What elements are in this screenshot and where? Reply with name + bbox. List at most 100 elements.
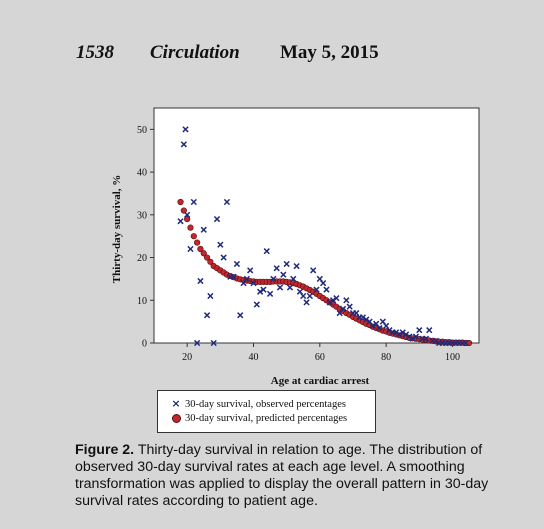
page-number: 1538	[76, 42, 114, 63]
predicted-point	[190, 233, 197, 240]
observed-point	[190, 198, 197, 206]
observed-point	[376, 324, 383, 332]
predicted-point	[203, 254, 211, 261]
observed-point	[402, 331, 410, 338]
journal-name: Circulation	[150, 42, 240, 63]
y-tick-label: 10	[137, 296, 147, 307]
observed-point	[300, 292, 307, 300]
observed-point	[213, 215, 221, 223]
observed-point	[200, 226, 207, 233]
observed-point	[256, 288, 264, 295]
observed-point	[250, 280, 257, 287]
legend: × 30-day survival, observed percentages 3…	[157, 390, 376, 433]
observed-point	[313, 286, 320, 293]
observed-point	[210, 339, 217, 347]
observed-point	[306, 292, 313, 300]
observed-point	[237, 312, 244, 319]
x-axis-label: Age at cardiac arrest	[271, 375, 370, 387]
observed-point	[369, 322, 377, 330]
x-tick-label: 60	[315, 352, 325, 363]
observed-point	[426, 327, 433, 334]
caption-label: Figure 2.	[75, 442, 135, 458]
observed-point	[412, 333, 420, 340]
observed-point	[197, 277, 204, 285]
plot-area	[153, 107, 480, 344]
observed-point	[182, 126, 189, 133]
observed-point	[462, 339, 469, 347]
x-marker-icon: ×	[171, 397, 181, 410]
observed-point	[346, 303, 353, 310]
observed-point	[193, 339, 201, 347]
predicted-point	[200, 250, 207, 257]
legend-item-observed: × 30-day survival, observed percentages	[170, 397, 346, 411]
legend-label-observed: 30-day survival, observed percentages	[185, 399, 346, 410]
observed-point	[177, 218, 184, 225]
observed-point	[432, 337, 440, 344]
observed-point	[207, 292, 214, 300]
y-tick-label: 0	[142, 339, 147, 350]
observed-point	[260, 286, 267, 293]
publication-date: May 5, 2015	[280, 42, 379, 63]
observed-point	[233, 260, 241, 268]
legend-item-predicted: 30-day survival, predicted percentages	[170, 412, 347, 426]
observed-point	[273, 265, 280, 272]
observed-point	[359, 314, 367, 321]
figure-caption: Figure 2. Thirty-day survival in relatio…	[75, 442, 530, 510]
observed-point	[329, 297, 337, 304]
y-tick-label: 40	[137, 168, 147, 179]
observed-point	[283, 260, 290, 268]
observed-point	[422, 335, 430, 342]
circle-marker-icon	[170, 412, 182, 426]
observed-point	[187, 245, 194, 253]
observed-point	[276, 284, 284, 291]
observed-point	[243, 275, 250, 283]
x-tick-label: 40	[248, 352, 258, 363]
observed-point	[293, 262, 300, 270]
observed-point	[323, 286, 330, 293]
observed-point	[339, 305, 347, 312]
y-tick-label: 30	[137, 210, 147, 221]
observed-point	[217, 241, 224, 248]
observed-point	[253, 301, 260, 308]
observed-point	[409, 335, 416, 342]
observed-point	[320, 280, 327, 287]
observed-point	[392, 329, 400, 336]
observed-point	[247, 267, 254, 274]
legend-label-predicted: 30-day survival, predicted percentages	[185, 413, 348, 424]
observed-point	[406, 333, 413, 340]
x-tick-label: 80	[381, 352, 391, 363]
y-axis-label: Thirty-day survival, %	[111, 175, 123, 283]
predicted-point	[187, 224, 194, 231]
observed-point	[223, 198, 231, 206]
observed-point	[399, 329, 406, 336]
observed-point	[333, 295, 340, 302]
caption-text: Thirty-day survival in relation to age. …	[75, 442, 489, 509]
observed-point	[220, 254, 227, 261]
predicted-point	[184, 215, 191, 223]
x-tick-label: 100	[445, 352, 460, 363]
observed-point	[263, 248, 270, 255]
x-tick-label: 20	[182, 352, 192, 363]
observed-point	[270, 275, 277, 283]
observed-point	[416, 327, 423, 334]
predicted-point	[207, 258, 214, 265]
observed-point	[286, 284, 294, 291]
y-axis: 0 10 20 30 40 50	[137, 125, 154, 350]
observed-point	[326, 299, 333, 306]
y-tick-label: 20	[137, 253, 147, 264]
observed-point	[310, 267, 317, 274]
observed-point	[180, 141, 187, 148]
observed-point	[386, 327, 393, 334]
observed-point	[184, 211, 191, 218]
observed-series	[177, 126, 469, 347]
observed-point	[290, 275, 297, 283]
observed-point	[363, 316, 370, 323]
observed-point	[343, 297, 350, 304]
observed-point	[280, 271, 287, 278]
observed-point	[230, 273, 237, 280]
predicted-point	[197, 245, 204, 253]
observed-point	[396, 331, 403, 338]
y-tick-label: 50	[137, 125, 147, 136]
page-header: 1538 Circulation May 5, 2015	[0, 0, 544, 80]
